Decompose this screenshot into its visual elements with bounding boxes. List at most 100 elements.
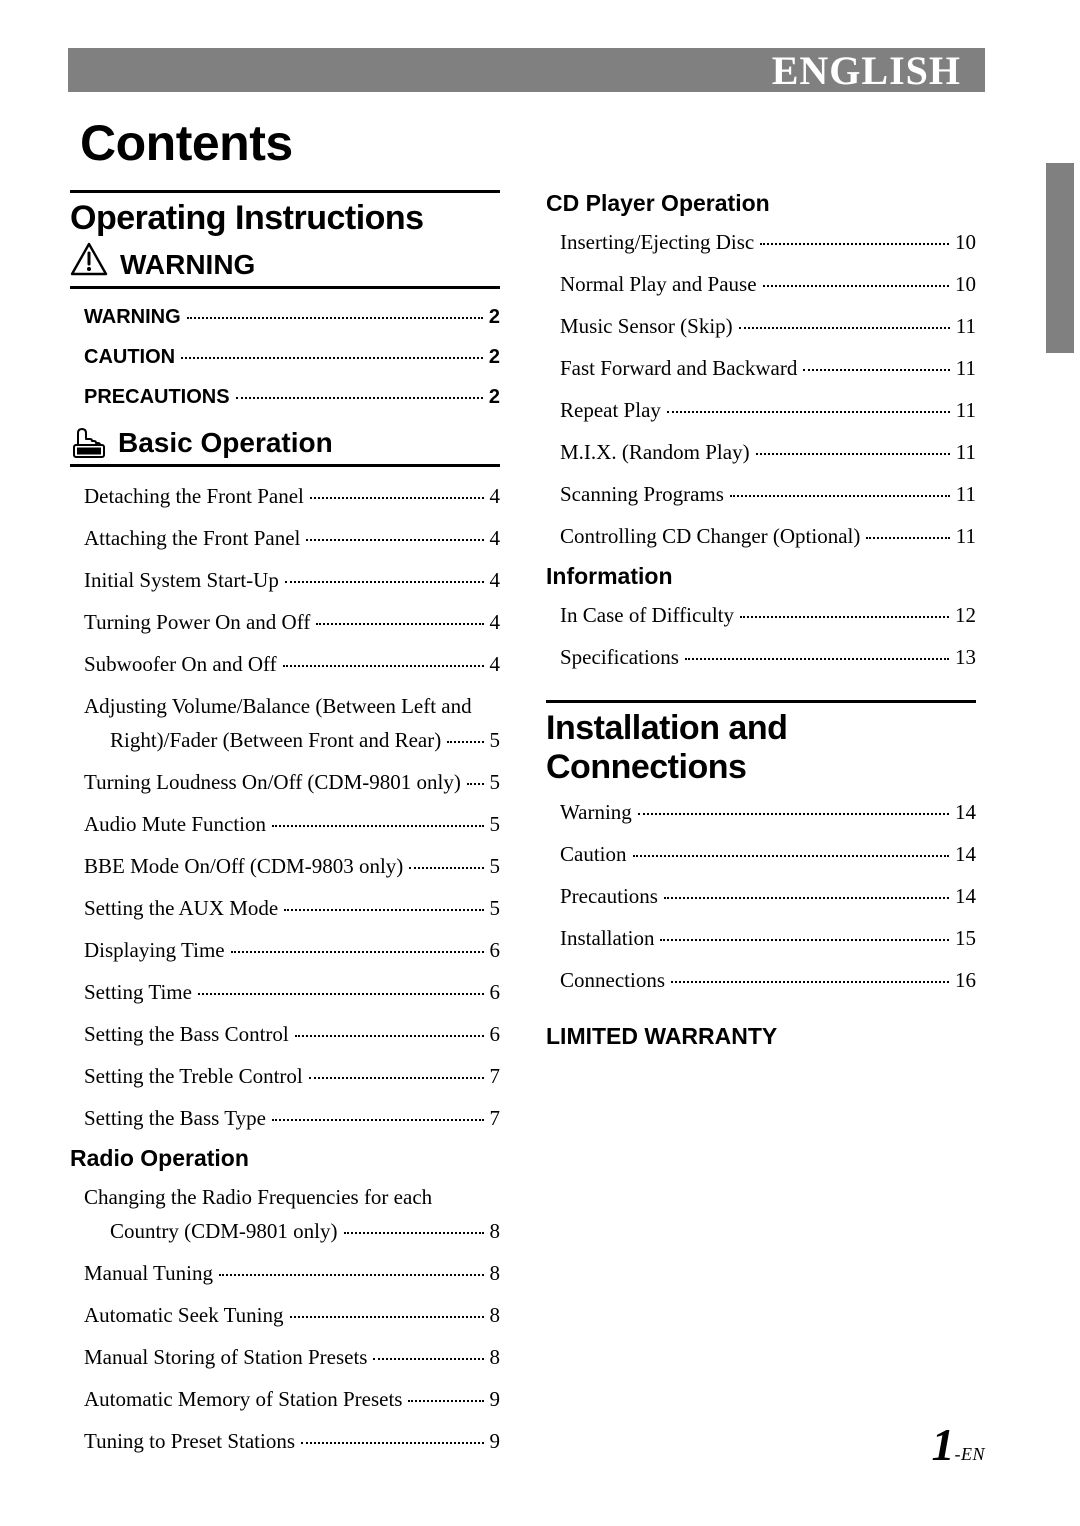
toc-page: 11 — [956, 305, 976, 347]
toc-entry: Automatic Memory of Station Presets9 — [84, 1378, 500, 1420]
toc-label: Tuning to Preset Stations — [84, 1420, 295, 1462]
toc-leader — [763, 285, 949, 287]
toc-label: Manual Storing of Station Presets — [84, 1336, 367, 1378]
toc-leader — [803, 369, 949, 371]
toc-entry: Manual Tuning8 — [84, 1252, 500, 1294]
toc-leader — [739, 327, 950, 329]
basic-list: Detaching the Front Panel4Attaching the … — [70, 475, 500, 1139]
toc-leader — [866, 537, 949, 539]
toc-label: Repeat Play — [560, 389, 661, 431]
toc-entry: Automatic Seek Tuning8 — [84, 1294, 500, 1336]
toc-entry: Manual Storing of Station Presets8 — [84, 1336, 500, 1378]
toc-leader — [310, 497, 484, 499]
toc-leader — [272, 825, 484, 827]
toc-page: 15 — [955, 917, 976, 959]
toc-page: 6 — [490, 1013, 501, 1055]
toc-label: Inserting/Ejecting Disc — [560, 221, 754, 263]
toc-label: Connections — [560, 959, 665, 1001]
toc-entry: Music Sensor (Skip) 11 — [560, 305, 976, 347]
radio-list: Changing the Radio Frequencies for eachC… — [70, 1176, 500, 1462]
toc-leader — [373, 1358, 483, 1360]
toc-label: BBE Mode On/Off (CDM-9803 only) — [84, 845, 403, 887]
toc-page: 8 — [490, 1210, 501, 1252]
right-column: CD Player Operation Inserting/Ejecting D… — [546, 182, 976, 1462]
toc-leader — [198, 993, 484, 995]
toc-label: Precautions — [560, 875, 658, 917]
toc-label: CAUTION — [84, 337, 175, 377]
toc-label: Music Sensor (Skip) — [560, 305, 733, 347]
page-suffix: -EN — [955, 1444, 986, 1464]
toc-entry: Normal Play and Pause10 — [560, 263, 976, 305]
toc-leader — [760, 243, 949, 245]
toc-label: Setting the Bass Type — [84, 1097, 266, 1139]
toc-leader — [660, 939, 949, 941]
toc-page: 8 — [490, 1294, 501, 1336]
header-bar: ENGLISH — [68, 48, 985, 92]
toc-entry: M.I.X. (Random Play)11 — [560, 431, 976, 473]
toc-entry: Setting Time6 — [84, 971, 500, 1013]
toc-label: Subwoofer On and Off — [84, 643, 277, 685]
toc-leader — [633, 855, 950, 857]
toc-page: 14 — [955, 875, 976, 917]
toc-page: 2 — [489, 297, 500, 337]
toc-entry: Subwoofer On and Off4 — [84, 643, 500, 685]
toc-leader — [231, 951, 484, 953]
toc-label: WARNING — [84, 297, 181, 337]
left-column: Operating Instructions WARNING WARNING2C… — [70, 182, 500, 1462]
toc-page: 7 — [490, 1097, 501, 1139]
toc-leader — [290, 1316, 484, 1318]
toc-page: 11 — [956, 515, 976, 557]
language-label: ENGLISH — [772, 47, 961, 94]
toc-entry: Setting the Bass Control 6 — [84, 1013, 500, 1055]
toc-leader — [306, 539, 483, 541]
toc-page: 7 — [490, 1055, 501, 1097]
toc-entry: Setting the Bass Type 7 — [84, 1097, 500, 1139]
toc-entry: Setting the Treble Control 7 — [84, 1055, 500, 1097]
toc-leader — [756, 453, 950, 455]
toc-page: 5 — [490, 761, 501, 803]
toc-leader — [301, 1442, 483, 1444]
warning-icon — [70, 242, 108, 281]
section-install: Installation and Connections — [546, 700, 976, 787]
toc-entry: WARNING 2 — [84, 297, 500, 337]
page: ENGLISH Contents Operating Instructions … — [0, 0, 1080, 1526]
toc-label: Right)/Fader (Between Front and Rear) — [110, 719, 441, 761]
toc-leader — [671, 981, 949, 983]
toc-label: Initial System Start-Up — [84, 559, 279, 601]
toc-entry: BBE Mode On/Off (CDM-9803 only)5 — [84, 845, 500, 887]
toc-page: 5 — [490, 887, 501, 929]
toc-leader — [283, 665, 484, 667]
page-footer: 1-EN — [932, 1418, 986, 1471]
toc-label: Audio Mute Function — [84, 803, 266, 845]
toc-page: 11 — [956, 473, 976, 515]
cd-list: Inserting/Ejecting Disc10Normal Play and… — [546, 221, 976, 557]
toc-page: 4 — [490, 559, 501, 601]
toc-label: Setting the Bass Control — [84, 1013, 289, 1055]
toc-leader — [284, 909, 483, 911]
info-heading: Information — [546, 563, 976, 590]
basic-heading-row: Basic Operation — [70, 423, 500, 467]
toc-label: Setting the Treble Control — [84, 1055, 303, 1097]
hand-icon — [70, 423, 106, 459]
page-title: Contents — [80, 114, 985, 172]
toc-entry: Audio Mute Function5 — [84, 803, 500, 845]
toc-page: 4 — [490, 475, 501, 517]
warranty-heading: LIMITED WARRANTY — [546, 1023, 976, 1050]
toc-entry: Setting the AUX Mode5 — [84, 887, 500, 929]
toc-entry: Repeat Play11 — [560, 389, 976, 431]
toc-entry: CAUTION2 — [84, 337, 500, 377]
toc-label: Attaching the Front Panel — [84, 517, 300, 559]
toc-leader — [285, 581, 484, 583]
toc-page: 8 — [490, 1252, 501, 1294]
warning-heading-row: WARNING — [70, 242, 500, 289]
toc-leader — [309, 1077, 484, 1079]
toc-leader — [730, 495, 950, 497]
toc-page: 11 — [956, 431, 976, 473]
toc-entry: Adjusting Volume/Balance (Between Left a… — [84, 685, 500, 761]
toc-entry: Detaching the Front Panel4 — [84, 475, 500, 517]
toc-entry: Initial System Start-Up 4 — [84, 559, 500, 601]
toc-leader — [409, 867, 483, 869]
toc-leader — [408, 1400, 483, 1402]
toc-leader — [219, 1274, 484, 1276]
columns: Operating Instructions WARNING WARNING2C… — [70, 182, 985, 1462]
